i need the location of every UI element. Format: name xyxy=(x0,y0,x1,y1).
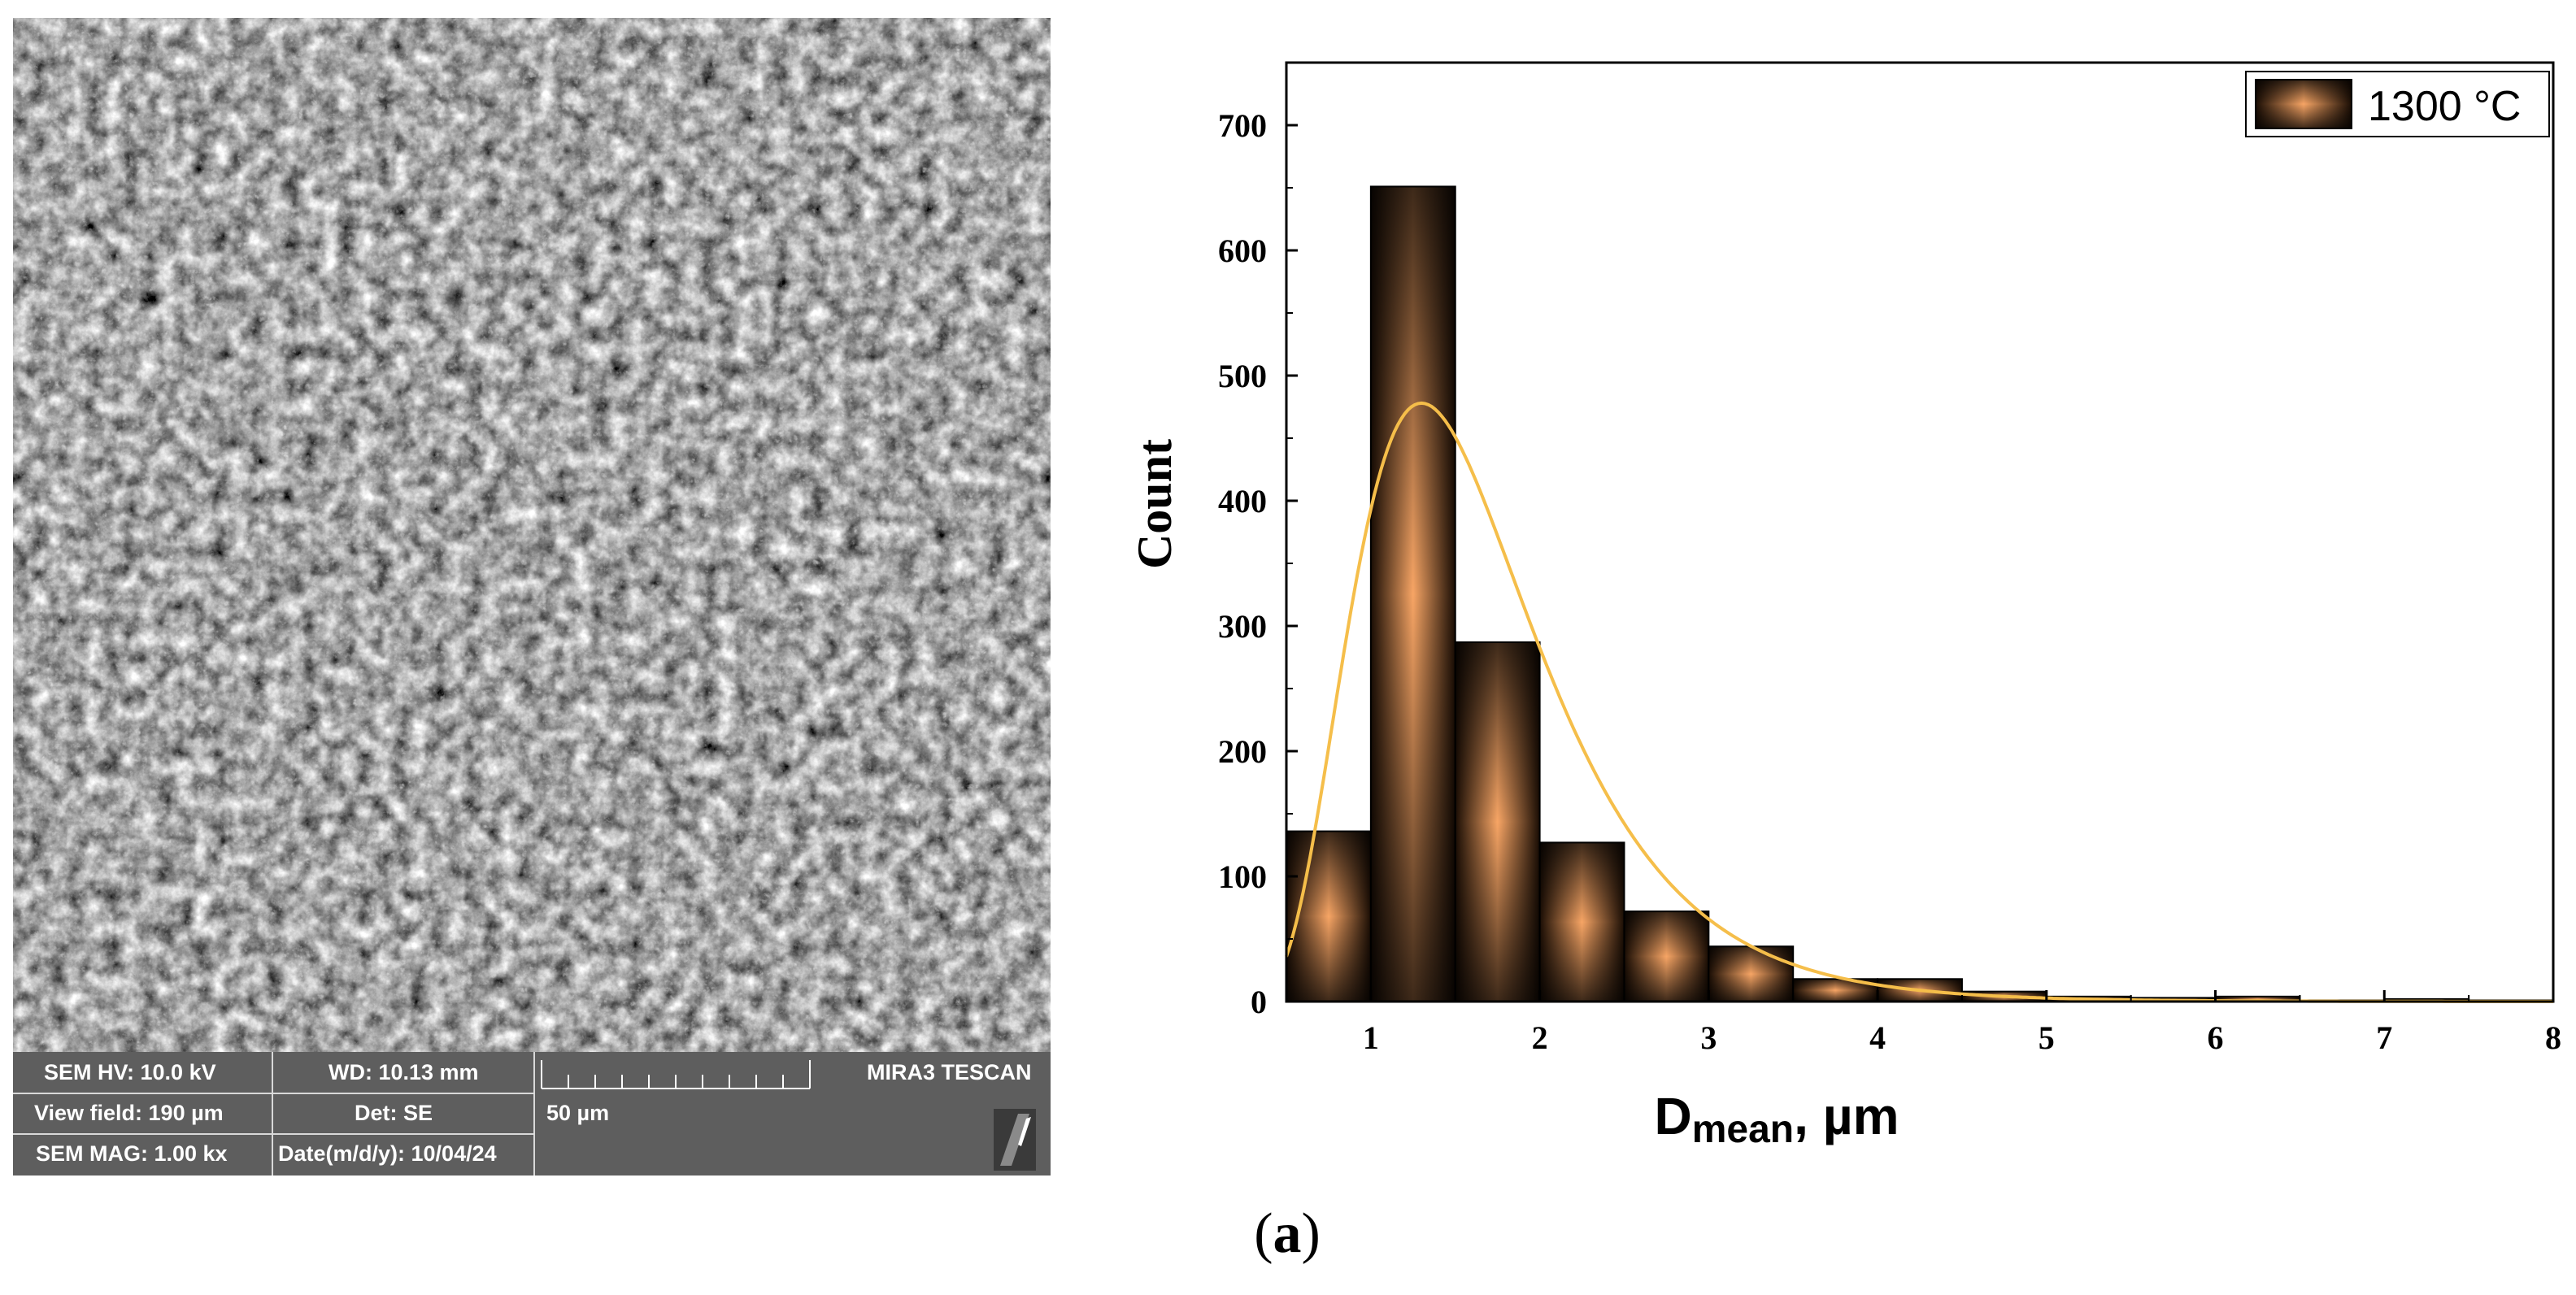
panel-label-open: ( xyxy=(1254,1202,1273,1265)
histogram-bar xyxy=(1623,910,1710,1002)
sem-wd-text: WD: 10.13 mm xyxy=(329,1060,479,1084)
x-axis-label-main: D xyxy=(1655,1087,1692,1145)
x-tick-label: 1 xyxy=(1363,1019,1379,1056)
panel-label-close: ) xyxy=(1301,1202,1321,1265)
histogram-bar-shade xyxy=(1454,641,1541,1003)
x-tick-label: 5 xyxy=(2039,1019,2055,1056)
sem-detector-text: Det: SE xyxy=(355,1101,433,1125)
plot-frame xyxy=(1285,61,2555,1003)
histogram-bar-shade xyxy=(1708,945,1795,1002)
legend: 1300 °C xyxy=(2245,71,2550,137)
histogram-bar xyxy=(1454,641,1541,1003)
histogram-bar xyxy=(1286,830,1372,1002)
tescan-logo-icon xyxy=(994,1109,1036,1171)
histogram-bar xyxy=(1708,945,1795,1002)
y-tick-label: 400 xyxy=(1218,483,1267,519)
sem-micrograph-panel: SEM HV: 10.0 kV WD: 10.13 mm View field:… xyxy=(13,18,1051,1175)
y-tick-label: 0 xyxy=(1251,984,1267,1020)
sem-hv-text: SEM HV: 10.0 kV xyxy=(44,1060,216,1084)
histogram-bar-shade xyxy=(1623,910,1710,1002)
x-axis-label-unit: , µm xyxy=(1794,1087,1899,1145)
y-tick-label: 500 xyxy=(1218,358,1267,394)
histogram-bar xyxy=(1538,841,1625,1003)
x-tick-label: 3 xyxy=(1700,1019,1717,1056)
y-tick-label: 700 xyxy=(1218,107,1267,144)
panel-label: (a) xyxy=(1230,1202,1344,1267)
legend-swatch-shade xyxy=(2256,80,2352,128)
y-tick-label: 100 xyxy=(1218,858,1267,895)
histogram-bar-shade xyxy=(1538,841,1625,1003)
x-axis-label-sub: mean xyxy=(1692,1108,1794,1151)
x-tick-label: 4 xyxy=(1869,1019,1886,1056)
histogram-svg: 1 2 3 4 5 6 7 8 0 100 200 300 400 500 600 700 Count Dme… xyxy=(1128,61,2561,1151)
scale-bar-label: 50 µm xyxy=(546,1101,610,1125)
sem-info-bar: SEM HV: 10.0 kV WD: 10.13 mm View field:… xyxy=(13,1052,1051,1175)
histogram-chart: 1 2 3 4 5 6 7 8 0 100 200 300 400 500 600 700 Count Dme… xyxy=(1057,0,2576,1295)
y-tick-label: 300 xyxy=(1218,608,1267,645)
x-tick-label: 8 xyxy=(2545,1019,2561,1056)
y-tick-label: 600 xyxy=(1218,232,1267,269)
histogram-bar-shade xyxy=(1369,185,1456,1002)
x-axis-label: Dmean, µm xyxy=(1655,1087,1899,1151)
sem-micrograph-image xyxy=(13,18,1051,1052)
histogram-bar xyxy=(1369,185,1456,1002)
instrument-name: MIRA3 TESCAN xyxy=(867,1060,1032,1084)
y-tick-label: 200 xyxy=(1218,733,1267,770)
y-axis-label: Count xyxy=(1128,439,1181,569)
x-tick-label: 6 xyxy=(2208,1019,2224,1056)
sem-date-text: Date(m/d/y): 10/04/24 xyxy=(278,1141,497,1166)
legend-label: 1300 °C xyxy=(2368,83,2521,130)
sem-view-field-text: View field: 190 µm xyxy=(34,1101,224,1125)
scale-bar xyxy=(541,1060,811,1089)
x-tick-label: 7 xyxy=(2376,1019,2392,1056)
x-tick-label: 2 xyxy=(1532,1019,1548,1056)
panel-label-letter: a xyxy=(1273,1202,1302,1265)
sem-magnification-text: SEM MAG: 1.00 kx xyxy=(36,1141,228,1166)
